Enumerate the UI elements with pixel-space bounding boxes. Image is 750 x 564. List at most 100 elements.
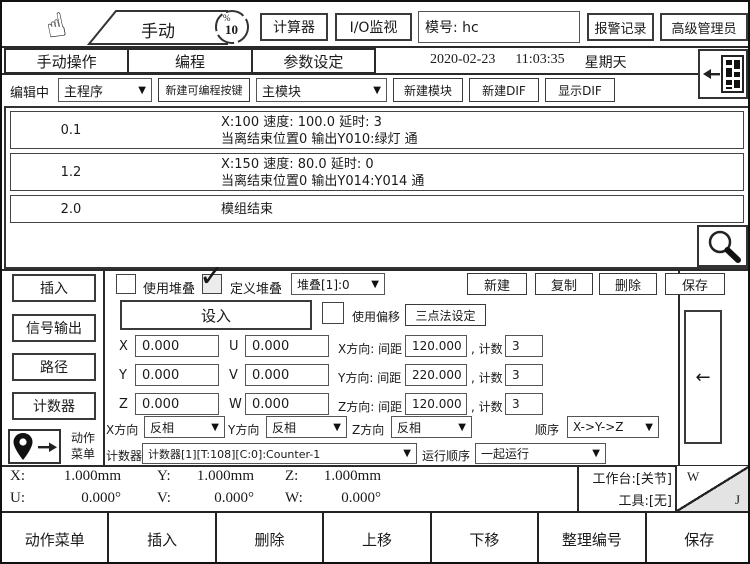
new-module-button[interactable]: 新建模块: [393, 78, 463, 102]
hand-mode-icon[interactable]: ☝: [42, 4, 70, 47]
z-direction-label: Z方向: [352, 423, 385, 437]
program-row-line1: 模组结束: [221, 202, 274, 217]
use-offset-checkbox[interactable]: [322, 302, 344, 324]
panel-back-button[interactable]: ←: [684, 310, 722, 444]
insert-button[interactable]: 插入: [109, 513, 217, 562]
calculator-button[interactable]: 计算器: [260, 13, 328, 41]
renumber-button[interactable]: 整理编号: [539, 513, 647, 562]
stack-save-button[interactable]: 保存: [665, 273, 725, 295]
clock-date: 2020-02-23: [430, 52, 496, 67]
three-point-setting-button[interactable]: 三点法设定: [405, 304, 486, 326]
y-direction-select[interactable]: 反相 ▼: [266, 416, 347, 438]
z-direction-spacing-label: Z方向: 间距: [338, 400, 403, 414]
clock: 2020-02-23 11:03:35 星期天: [430, 52, 627, 72]
x-direction-spacing-label: X方向: 间距: [338, 342, 403, 356]
y-direction-spacing-label: Y方向: 间距: [338, 371, 402, 385]
axis-v-value[interactable]: 0.000: [245, 364, 329, 386]
y-direction-label: Y方向: [228, 423, 260, 437]
model-number-field[interactable]: 模号: hc: [418, 11, 580, 43]
mode-banner-shape: [86, 10, 228, 45]
module-select[interactable]: 主模块 ▼: [256, 78, 387, 102]
admin-level-button[interactable]: 高级管理员: [660, 13, 748, 41]
io-monitor-button[interactable]: I/O监视: [335, 13, 412, 41]
search-button[interactable]: [697, 225, 748, 267]
status-top-divider: [2, 465, 748, 467]
tab-parameter-setting[interactable]: 参数设定: [283, 52, 344, 71]
stack-delete-button[interactable]: 删除: [599, 273, 657, 295]
program-row-line2: 当离结束位置0 输出Y014:Y014 通: [221, 174, 425, 189]
worktable-status: 工作台:[关节]: [592, 472, 672, 487]
delete-button[interactable]: 删除: [216, 513, 325, 562]
mode-label: 手动: [141, 22, 175, 42]
chevron-down-icon: ▼: [403, 448, 411, 459]
insert-side-button[interactable]: 插入: [12, 274, 96, 302]
set-in-button[interactable]: 设入: [120, 300, 312, 330]
action-menu-button[interactable]: 动作菜单: [2, 513, 110, 562]
axis-u-value[interactable]: 0.000: [245, 335, 329, 357]
x-coord-label: X:: [10, 468, 25, 484]
program-row-number: 2.0: [60, 201, 82, 217]
show-dif-button[interactable]: 显示DIF: [545, 78, 615, 102]
program-row[interactable]: 1.2 X:150 速度: 80.0 延时: 0 当离结束位置0 输出Y014:…: [10, 153, 744, 191]
program-row[interactable]: 0.1 X:100 速度: 100.0 延时: 3 当离结束位置0 输出Y010…: [10, 111, 744, 149]
stack-select[interactable]: 堆叠[1]:0 ▼: [291, 273, 385, 295]
list-panel-divider: [2, 269, 748, 271]
chevron-down-icon: ▼: [458, 421, 466, 433]
mode-speed-banner[interactable]: 手动 % 10: [86, 8, 256, 48]
path-button[interactable]: 路径: [12, 353, 96, 381]
z-spacing-value[interactable]: 120.000: [405, 393, 467, 415]
chevron-down-icon: ▼: [333, 421, 341, 433]
speed-percent-symbol: %: [223, 13, 231, 23]
y-spacing-value[interactable]: 220.000: [405, 364, 467, 386]
save-button[interactable]: 保存: [646, 513, 748, 562]
z-coord-label: Z:: [285, 468, 299, 484]
action-menu-pin-button[interactable]: [8, 429, 61, 464]
chevron-down-icon: ▼: [211, 421, 219, 433]
counter-select[interactable]: 计数器[1][T:108][C:0]:Counter-1 ▼: [142, 443, 417, 464]
tab-row-divider: [2, 73, 698, 75]
order-select[interactable]: X->Y->Z ▼: [567, 416, 659, 438]
panel-collapse-button[interactable]: [698, 49, 748, 99]
y-coord-label: Y:: [157, 468, 171, 484]
new-dif-button[interactable]: 新建DIF: [469, 78, 539, 102]
axis-z-value[interactable]: 0.000: [135, 393, 219, 415]
use-stack-label: 使用堆叠: [143, 282, 196, 297]
magnifier-icon: [708, 230, 741, 263]
stack-copy-button[interactable]: 复制: [535, 273, 593, 295]
move-down-button[interactable]: 下移: [431, 513, 540, 562]
counter-side-button[interactable]: 计数器: [12, 392, 96, 420]
run-order-select[interactable]: 一起运行 ▼: [475, 443, 606, 464]
z-count-value[interactable]: 3: [505, 393, 543, 415]
alarm-log-button[interactable]: 报警记录: [587, 13, 654, 41]
tab-programming[interactable]: 编程: [129, 50, 253, 72]
program-select[interactable]: 主程序 ▼: [58, 78, 152, 102]
x-count-value[interactable]: 3: [505, 335, 543, 357]
new-programmable-key-button[interactable]: 新建可编程按键: [158, 78, 250, 102]
checkmark-icon: ✓: [199, 259, 225, 294]
program-row[interactable]: 2.0 模组结束: [10, 195, 744, 223]
stack-new-button[interactable]: 新建: [467, 273, 527, 295]
define-stack-checkbox[interactable]: [202, 274, 222, 294]
x-direction-label: X方向: [106, 423, 139, 437]
y-count-value[interactable]: 3: [505, 364, 543, 386]
bottom-button-bar: 动作菜单 插入 删除 上移 下移 整理编号 保存: [2, 511, 748, 562]
axis-w-value[interactable]: 0.000: [245, 393, 329, 415]
axis-y-value[interactable]: 0.000: [135, 364, 219, 386]
panel-left-divider: [103, 269, 105, 465]
use-stack-checkbox[interactable]: [116, 274, 136, 294]
x-spacing-value[interactable]: 120.000: [405, 335, 467, 357]
world-mode-label: W: [687, 469, 700, 484]
axis-x-value[interactable]: 0.000: [135, 335, 219, 357]
z-direction-select[interactable]: 反相 ▼: [391, 416, 472, 438]
action-menu-side-label[interactable]: 动作 菜单: [70, 431, 95, 461]
tab-manual-operation[interactable]: 手动操作: [6, 50, 130, 72]
count-label: , 计数: [471, 400, 503, 414]
coord-mode-toggle[interactable]: W J: [675, 466, 748, 511]
y-coord-value: 1.000mm: [196, 468, 254, 484]
x-direction-select[interactable]: 反相 ▼: [144, 416, 225, 438]
joint-mode-label: J: [734, 492, 740, 507]
define-stack-label: 定义堆叠: [230, 282, 283, 297]
move-up-button[interactable]: 上移: [324, 513, 432, 562]
program-row-line1: X:100 速度: 100.0 延时: 3: [221, 115, 382, 130]
signal-output-button[interactable]: 信号输出: [12, 314, 96, 342]
